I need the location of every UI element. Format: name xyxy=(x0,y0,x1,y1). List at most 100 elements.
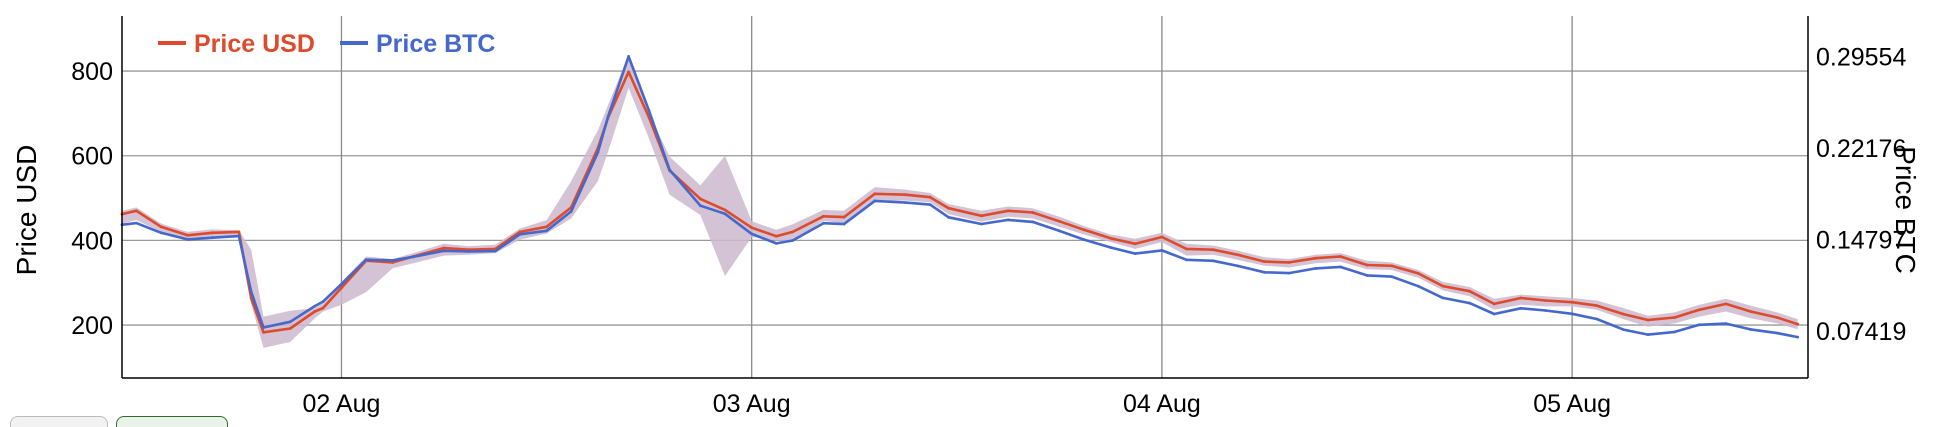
data-point-btc xyxy=(493,249,497,253)
data-point-btc xyxy=(1519,306,1523,310)
data-point-btc xyxy=(467,250,470,253)
legend-item-usd[interactable]: Price USD xyxy=(158,30,315,58)
y-right-tick-label: 0.07419 xyxy=(1816,318,1906,346)
legend-item-btc[interactable]: Price BTC xyxy=(340,30,495,58)
data-point-btc xyxy=(980,222,983,226)
data-point-btc xyxy=(1211,259,1215,263)
data-point-btc xyxy=(1468,301,1471,305)
data-point-btc xyxy=(904,201,907,205)
data-point-btc xyxy=(822,221,825,225)
y-right-tick-label: 0.22176 xyxy=(1816,135,1906,163)
x-tick-label: 03 Aug xyxy=(713,390,791,418)
data-point-btc xyxy=(1595,317,1599,321)
data-point-usd xyxy=(159,225,163,229)
usd-range-band-area xyxy=(122,55,1798,348)
data-point-usd xyxy=(750,226,754,230)
data-point-btc xyxy=(442,249,446,253)
data-point-btc xyxy=(391,259,395,262)
chart-legend[interactable]: Price USD Price BTC xyxy=(158,30,495,58)
data-point-usd xyxy=(1287,261,1291,264)
data-point-btc xyxy=(1492,312,1496,316)
y-left-tick-label: 600 xyxy=(71,143,113,171)
data-point-usd xyxy=(1544,299,1547,302)
data-point-usd xyxy=(186,233,190,237)
usd-range-band xyxy=(122,55,1798,348)
data-point-usd xyxy=(1339,255,1342,258)
data-point-btc xyxy=(723,212,727,216)
legend-label-usd: Price USD xyxy=(194,30,315,58)
tick-labels: 200 0.07419 400 0.14797 600 0.22176 800 0.29554… xyxy=(71,43,1906,418)
data-point-btc xyxy=(159,231,163,235)
price-chart: 200 0.07419 400 0.14797 600 0.22176 800 0.29554… xyxy=(11,16,1921,418)
data-point-usd xyxy=(1775,316,1779,319)
data-point-usd xyxy=(237,230,241,234)
data-point-usd xyxy=(262,330,265,334)
data-point-btc xyxy=(288,320,292,324)
x-tick-label: 05 Aug xyxy=(1533,390,1611,418)
data-point-btc xyxy=(1339,265,1342,269)
data-point-btc xyxy=(1058,229,1061,233)
data-point-usd xyxy=(1185,247,1188,251)
data-point-btc xyxy=(1749,328,1752,331)
data-point-btc xyxy=(1287,271,1291,275)
y-left-axis-title: Price USD xyxy=(11,145,42,276)
data-point-usd xyxy=(135,209,138,213)
data-point-usd xyxy=(321,306,325,310)
data-point-btc xyxy=(791,239,795,242)
data-point-usd xyxy=(313,310,317,313)
data-point-usd xyxy=(1697,308,1701,312)
data-point-btc xyxy=(596,151,600,154)
data-point-usd xyxy=(1058,219,1061,223)
data-point-btc xyxy=(569,210,573,213)
data-point-btc xyxy=(873,199,877,203)
data-point-usd xyxy=(904,193,907,197)
data-point-btc xyxy=(1622,328,1625,331)
data-point-usd xyxy=(1519,296,1523,300)
data-point-btc xyxy=(321,300,325,303)
data-point-btc xyxy=(411,255,415,259)
data-point-btc xyxy=(1365,274,1369,277)
y-right-tick-label: 0.14797 xyxy=(1816,226,1906,254)
data-point-usd xyxy=(1570,300,1574,304)
data-point-usd xyxy=(842,215,846,219)
data-point-btc xyxy=(647,109,651,113)
data-point-btc xyxy=(1006,218,1010,222)
data-point-usd xyxy=(1109,236,1112,240)
data-point-btc xyxy=(842,222,846,226)
y-right-tick-label: 0.29554 xyxy=(1816,43,1906,71)
series-line-usd xyxy=(121,70,1799,334)
data-point-usd xyxy=(627,70,630,74)
data-point-btc xyxy=(699,204,702,208)
data-point-btc xyxy=(1185,258,1188,262)
data-point-btc xyxy=(1570,312,1574,316)
data-point-btc xyxy=(1544,309,1547,312)
data-point-btc xyxy=(627,55,630,58)
data-point-btc xyxy=(1416,284,1420,288)
data-point-usd xyxy=(1796,322,1800,326)
data-point-usd xyxy=(1390,264,1393,268)
data-point-btc xyxy=(1441,296,1445,300)
data-point-btc xyxy=(364,258,368,262)
data-point-btc xyxy=(545,229,548,233)
data-point-usd xyxy=(1492,302,1496,306)
data-point-btc xyxy=(249,290,253,294)
data-point-usd xyxy=(1673,316,1677,319)
data-point-btc xyxy=(237,234,241,238)
data-point-btc xyxy=(1109,246,1112,249)
data-point-usd xyxy=(1236,253,1240,257)
data-point-usd xyxy=(1416,272,1420,275)
data-point-usd xyxy=(442,246,446,250)
data-point-usd xyxy=(210,231,214,235)
data-point-btc xyxy=(1236,264,1240,268)
data-point-usd xyxy=(723,208,727,212)
data-point-btc xyxy=(262,326,265,329)
data-point-btc xyxy=(1082,238,1086,242)
data-point-usd xyxy=(822,214,825,218)
data-point-btc xyxy=(1314,267,1318,270)
data-point-btc xyxy=(1390,275,1393,278)
data-point-usd xyxy=(1263,260,1266,263)
data-point-btc xyxy=(135,221,138,225)
data-point-usd xyxy=(545,225,548,229)
data-point-btc xyxy=(1646,333,1650,336)
y-left-tick-label: 200 xyxy=(71,312,113,340)
